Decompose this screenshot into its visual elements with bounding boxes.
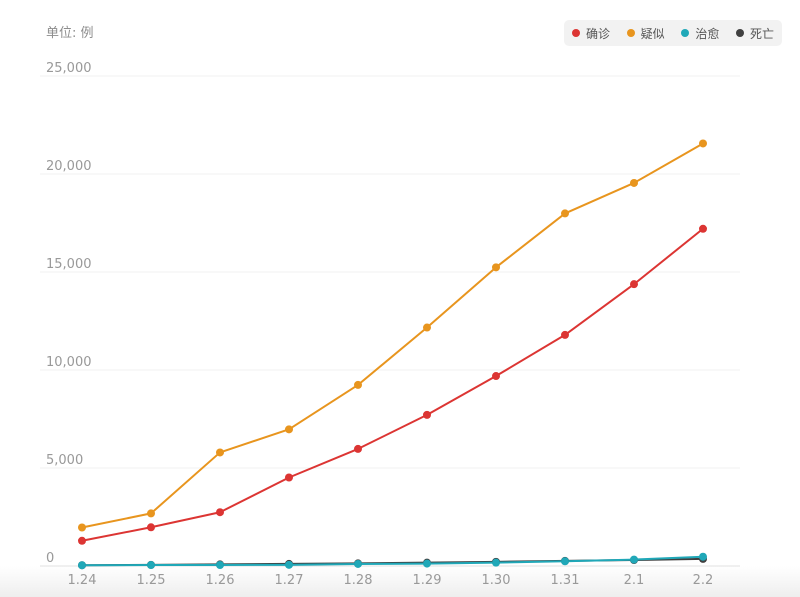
x-tick-label: 1.28 bbox=[344, 573, 373, 588]
data-point bbox=[285, 560, 293, 569]
y-tick-label: 10,000 bbox=[46, 355, 92, 370]
data-point bbox=[423, 410, 431, 419]
y-tick-label: 20,000 bbox=[46, 159, 92, 174]
data-point bbox=[630, 178, 638, 187]
data-point bbox=[492, 263, 500, 272]
data-point bbox=[354, 559, 362, 568]
data-point bbox=[354, 380, 362, 389]
x-tick-label: 1.24 bbox=[68, 573, 97, 588]
y-tick-label: 25,000 bbox=[46, 61, 92, 76]
legend-item-cured[interactable]: 治愈 bbox=[681, 25, 719, 42]
data-point bbox=[285, 473, 293, 482]
data-point bbox=[216, 448, 224, 457]
x-tick-label: 2.1 bbox=[624, 573, 645, 588]
data-point bbox=[561, 209, 569, 218]
data-point bbox=[699, 552, 707, 561]
unit-label: 单位: 例 bbox=[46, 26, 94, 41]
data-point bbox=[630, 280, 638, 289]
data-point bbox=[285, 425, 293, 434]
data-point bbox=[630, 555, 638, 564]
data-point bbox=[216, 508, 224, 517]
y-tick-label: 0 bbox=[46, 551, 54, 566]
x-tick-label: 2.2 bbox=[693, 573, 714, 588]
legend-dot-cured bbox=[681, 29, 690, 37]
x-tick-label: 1.27 bbox=[275, 573, 304, 588]
legend-dot-suspected bbox=[626, 29, 635, 37]
data-point bbox=[216, 561, 224, 570]
legend-item-suspected[interactable]: 疑似 bbox=[626, 25, 665, 42]
data-point bbox=[423, 559, 431, 568]
legend: 确诊 疑似 治愈 死亡 bbox=[564, 20, 782, 46]
x-tick-label: 1.29 bbox=[413, 573, 442, 588]
data-point bbox=[699, 139, 707, 148]
y-tick-label: 5,000 bbox=[46, 453, 83, 468]
y-tick-label: 15,000 bbox=[46, 257, 92, 272]
data-point bbox=[78, 536, 86, 545]
data-point bbox=[354, 444, 362, 453]
x-tick-label: 1.25 bbox=[137, 573, 166, 588]
data-point bbox=[561, 330, 569, 339]
x-tick-label: 1.30 bbox=[482, 573, 511, 588]
data-point bbox=[561, 557, 569, 566]
bottom-shade bbox=[0, 566, 800, 597]
x-tick-label: 1.26 bbox=[206, 573, 235, 588]
series-line bbox=[81, 142, 704, 529]
data-point bbox=[492, 558, 500, 567]
legend-label-cured: 治愈 bbox=[695, 26, 720, 41]
data-point bbox=[147, 523, 155, 532]
legend-dot-confirmed bbox=[572, 29, 580, 37]
legend-item-confirmed[interactable]: 确诊 bbox=[572, 25, 610, 42]
data-point bbox=[78, 561, 86, 570]
series-line bbox=[81, 555, 704, 567]
series-line bbox=[81, 228, 704, 542]
data-point bbox=[147, 561, 155, 570]
x-tick-label: 1.31 bbox=[551, 573, 580, 588]
data-point bbox=[492, 372, 500, 381]
legend-label-suspected: 疑似 bbox=[640, 26, 665, 41]
legend-label-confirmed: 确诊 bbox=[586, 26, 611, 41]
data-point bbox=[147, 509, 155, 518]
legend-label-deaths: 死亡 bbox=[749, 26, 774, 41]
data-point bbox=[699, 224, 707, 233]
data-point bbox=[78, 523, 86, 532]
data-point bbox=[423, 323, 431, 332]
legend-item-deaths[interactable]: 死亡 bbox=[735, 25, 774, 42]
legend-dot-deaths bbox=[735, 29, 744, 37]
